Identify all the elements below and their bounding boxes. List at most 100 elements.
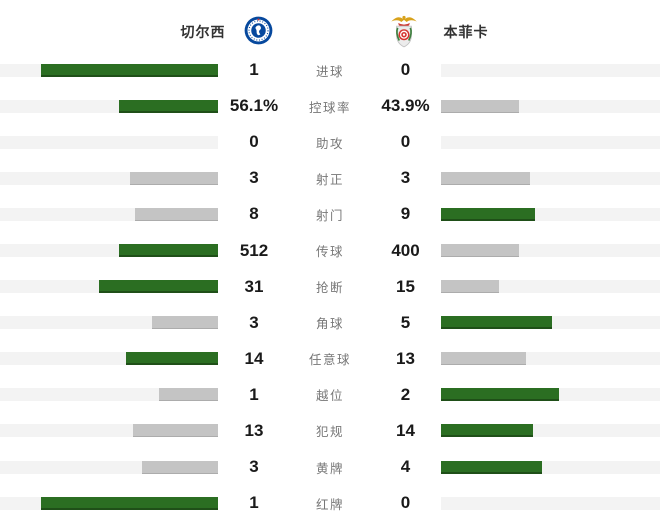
away-stat-value: 13	[396, 348, 415, 368]
stat-row: 56.1% 控球率 43.9%	[0, 88, 660, 124]
home-stat-value: 13	[244, 420, 264, 440]
benfica-crest-icon	[389, 13, 419, 54]
stat-label: 进球	[315, 64, 344, 79]
home-stat-value: 1	[249, 60, 259, 80]
home-bar-track	[0, 460, 218, 474]
home-bar-track	[0, 244, 218, 258]
away-stat-value: 2	[400, 384, 411, 404]
away-stat-value: 15	[396, 276, 415, 296]
away-stat-value: 4	[400, 457, 411, 477]
stat-row: 1 越位 2	[0, 377, 660, 413]
away-bar-fill	[441, 388, 560, 402]
stat-label: 传球	[315, 245, 344, 260]
away-bar-track	[441, 171, 660, 185]
away-bar-fill	[441, 460, 543, 474]
away-bar-fill	[441, 316, 552, 330]
home-bar-track	[0, 280, 218, 294]
away-bar-track	[441, 316, 660, 330]
stat-row: 14 任意球 13	[0, 341, 660, 377]
away-bar-fill	[441, 99, 519, 113]
away-bar-track	[441, 99, 660, 113]
away-stat-value: 43.9%	[381, 96, 430, 116]
home-bar-fill	[159, 388, 218, 402]
chelsea-crest-icon	[244, 16, 273, 50]
stat-label: 角球	[315, 317, 344, 332]
stat-label: 越位	[315, 389, 344, 404]
away-bar-track	[441, 496, 660, 510]
home-bar-fill	[118, 99, 218, 113]
home-stat-value: 3	[249, 312, 259, 332]
home-stat-value: 3	[249, 457, 259, 477]
away-stat-value: 9	[400, 204, 411, 224]
stat-label: 犯规	[315, 425, 344, 440]
stat-row: 512 传球 400	[0, 232, 660, 268]
stat-label: 控球率	[308, 100, 351, 115]
stat-row: 13 犯规 14	[0, 413, 660, 449]
away-stat-value: 14	[396, 420, 415, 440]
home-bar-track	[0, 352, 218, 366]
stat-row: 1 进球 0	[0, 52, 660, 88]
away-bar-fill	[441, 207, 535, 221]
stat-label: 助攻	[315, 136, 344, 151]
stat-label: 任意球	[308, 353, 351, 368]
home-bar-track	[0, 388, 218, 402]
stat-row: 31 抢断 15	[0, 269, 660, 305]
stat-label: 抢断	[315, 281, 344, 296]
home-stat-value: 31	[244, 276, 264, 296]
away-bar-track	[441, 460, 660, 474]
away-stat-value: 0	[400, 60, 411, 80]
away-bar-track	[441, 135, 660, 149]
away-stat-value: 0	[400, 493, 411, 513]
home-bar-fill	[151, 316, 218, 330]
home-bar-fill	[129, 171, 218, 185]
away-bar-track	[441, 424, 660, 438]
stat-label: 射门	[315, 208, 344, 223]
home-bar-track	[0, 316, 218, 330]
away-bar-fill	[441, 171, 530, 185]
stats-rows: 1 进球 0 56.1% 控球率 43.9% 0 助攻 0 3 射正	[0, 52, 660, 520]
away-stat-value: 3	[400, 168, 411, 188]
match-header: 切尔西 本菲卡	[0, 0, 660, 52]
home-stat-value: 56.1%	[229, 96, 279, 116]
away-bar-fill	[441, 424, 533, 438]
home-bar-track	[0, 424, 218, 438]
stat-label: 射正	[315, 172, 344, 187]
away-stat-value: 5	[400, 312, 411, 332]
home-bar-track	[0, 99, 218, 113]
away-bar-track	[441, 63, 660, 77]
home-stat-value: 512	[239, 240, 269, 260]
home-bar-track	[0, 171, 218, 185]
away-bar-fill	[441, 244, 519, 258]
home-stat-value: 3	[249, 168, 259, 188]
home-stat-value: 0	[249, 132, 259, 152]
home-team-name: 切尔西	[180, 24, 226, 40]
home-stat-value: 8	[249, 204, 259, 224]
stat-row: 1 红牌 0	[0, 485, 660, 520]
home-stat-value: 14	[244, 348, 264, 368]
stat-row: 8 射门 9	[0, 196, 660, 232]
away-bar-track	[441, 388, 660, 402]
home-bar-fill	[118, 244, 218, 258]
stat-label: 红牌	[315, 497, 344, 512]
home-bar-track	[0, 135, 218, 149]
home-bar-fill	[99, 280, 218, 294]
away-bar-fill	[441, 352, 527, 366]
home-bar-fill	[41, 63, 218, 77]
home-stat-value: 1	[249, 493, 259, 513]
stat-row: 3 黄牌 4	[0, 449, 660, 485]
stat-row: 3 射正 3	[0, 160, 660, 196]
stat-row: 3 角球 5	[0, 305, 660, 341]
away-bar-track	[441, 207, 660, 221]
home-bar-fill	[41, 496, 218, 510]
home-bar-fill	[134, 207, 218, 221]
away-bar-track	[441, 244, 660, 258]
home-bar-track	[0, 496, 218, 510]
away-team-name: 本菲卡	[443, 24, 489, 40]
away-bar-track	[441, 352, 660, 366]
away-bar-fill	[441, 280, 499, 294]
home-bar-fill	[142, 460, 218, 474]
away-stat-value: 0	[400, 132, 411, 152]
away-stat-value: 400	[391, 240, 420, 260]
home-bar-track	[0, 207, 218, 221]
